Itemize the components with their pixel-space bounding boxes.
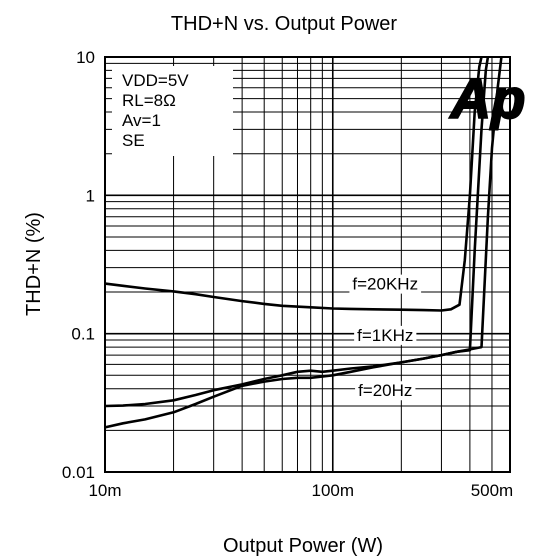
annotation-bg bbox=[354, 325, 417, 345]
x-tick-label: 10m bbox=[88, 481, 121, 500]
tick-labels: 10m 100m 500m 0.01 0.1 1 10 bbox=[62, 48, 513, 500]
y-tick-label: 0.01 bbox=[62, 463, 95, 482]
curve-annotation: f=1KHz bbox=[354, 325, 417, 345]
conditions-box bbox=[112, 66, 233, 156]
chart-title: THD+N vs. Output Power bbox=[171, 13, 398, 35]
annotation-label: f=20KHz bbox=[352, 275, 418, 294]
annotation-bg bbox=[349, 274, 422, 294]
curve-annotation: f=20Hz bbox=[355, 381, 416, 401]
series-line-f-20khz bbox=[104, 56, 483, 312]
condition-text: RL=8Ω bbox=[122, 91, 176, 110]
grid-lines bbox=[105, 57, 510, 472]
y-tick-label: 1 bbox=[86, 186, 95, 205]
condition-text: SE bbox=[122, 131, 145, 150]
y-axis-label: THD+N (%) bbox=[23, 212, 45, 316]
annotation-label: f=20Hz bbox=[358, 381, 412, 400]
ap-logo: Ap bbox=[449, 67, 526, 130]
series-line-f-20hz bbox=[104, 56, 503, 429]
condition-text: VDD=5V bbox=[122, 71, 189, 90]
y-tick-label: 0.1 bbox=[71, 325, 95, 344]
x-tick-label: 100m bbox=[311, 481, 354, 500]
annotations-group: f=20KHz f=1KHz f=20Hz bbox=[349, 274, 422, 401]
plot-frame bbox=[104, 56, 511, 473]
series-line-f-1khz bbox=[104, 56, 490, 408]
annotation-label: f=1KHz bbox=[357, 326, 413, 345]
y-tick-label: 10 bbox=[76, 48, 95, 67]
x-tick-label: 500m bbox=[471, 481, 514, 500]
x-axis-label: Output Power (W) bbox=[223, 535, 383, 557]
curve-annotation: f=20KHz bbox=[349, 274, 422, 294]
annotation-bg bbox=[355, 381, 416, 401]
series-group bbox=[104, 56, 503, 429]
condition-text: Av=1 bbox=[122, 111, 161, 130]
